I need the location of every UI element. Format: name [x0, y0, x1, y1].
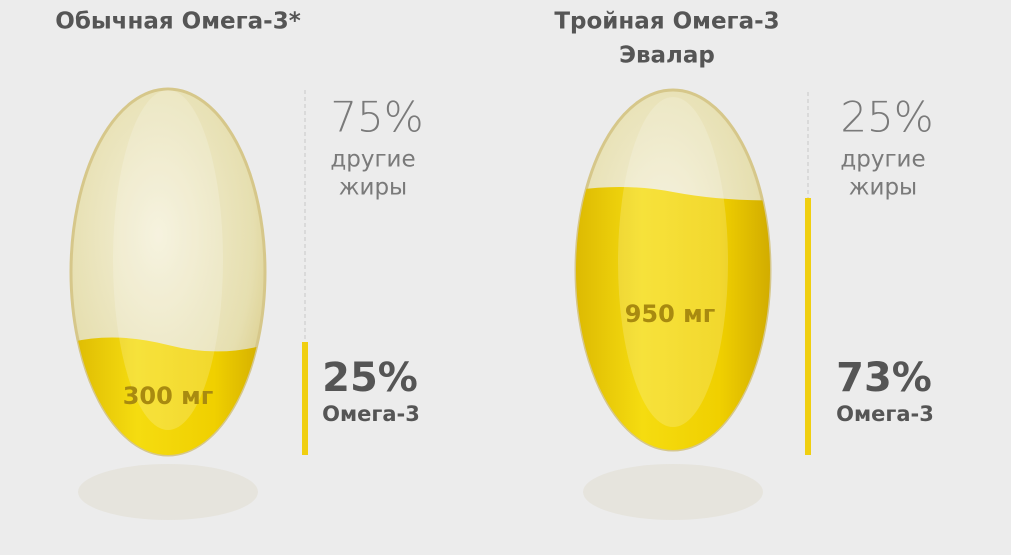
panel: Обычная Омега-3* 300 мг 75% другие жиры … — [55, 9, 424, 520]
title: Тройная Омега-3 — [554, 9, 779, 35]
highlight — [113, 90, 223, 430]
omega-percent: 25% — [322, 355, 418, 401]
title: Обычная Омега-3* — [55, 9, 300, 35]
omega-label: Омега-3 — [836, 402, 934, 426]
scale-fill — [805, 198, 811, 455]
title: Эвалар — [619, 43, 715, 69]
other-label: жиры — [339, 175, 407, 201]
oil-fill — [576, 187, 770, 450]
panel: Тройная Омега-3 Эвалар 950 мг 25% другие… — [554, 9, 934, 520]
reflection — [583, 464, 763, 520]
dose: 950 мг — [625, 300, 716, 328]
other-percent: 25% — [840, 93, 933, 142]
reflection — [78, 464, 258, 520]
other-label: жиры — [849, 175, 917, 201]
other-percent: 75% — [330, 93, 423, 142]
omega-percent: 73% — [836, 355, 932, 401]
dose: 300 мг — [123, 382, 214, 410]
scale-fill — [302, 342, 308, 455]
other-label: другие — [840, 147, 925, 173]
omega-label: Омега-3 — [322, 402, 420, 426]
highlight — [618, 97, 728, 427]
other-label: другие — [330, 147, 415, 173]
